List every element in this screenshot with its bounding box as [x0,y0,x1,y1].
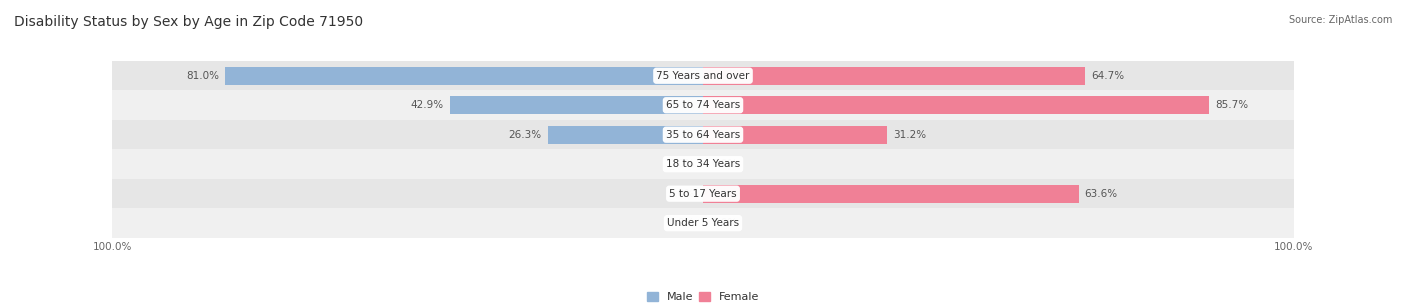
Text: 63.6%: 63.6% [1084,189,1118,199]
Bar [703,96,1209,114]
Bar [225,66,703,85]
Bar [703,66,1085,85]
Text: 5 to 17 Years: 5 to 17 Years [669,189,737,199]
Text: 35 to 64 Years: 35 to 64 Years [666,130,740,140]
Text: 75 Years and over: 75 Years and over [657,71,749,81]
Text: 0.0%: 0.0% [668,189,695,199]
Bar [112,149,1294,179]
Text: 0.0%: 0.0% [711,159,738,169]
Text: 85.7%: 85.7% [1215,100,1249,110]
Text: Source: ZipAtlas.com: Source: ZipAtlas.com [1288,15,1392,25]
Bar [450,96,703,114]
Bar [112,61,1294,91]
Text: 0.0%: 0.0% [668,159,695,169]
Text: 18 to 34 Years: 18 to 34 Years [666,159,740,169]
Text: 0.0%: 0.0% [711,218,738,228]
Text: Disability Status by Sex by Age in Zip Code 71950: Disability Status by Sex by Age in Zip C… [14,15,363,29]
Text: 64.7%: 64.7% [1091,71,1123,81]
Text: 42.9%: 42.9% [411,100,444,110]
Text: 31.2%: 31.2% [893,130,927,140]
Text: 81.0%: 81.0% [186,71,219,81]
Text: 26.3%: 26.3% [509,130,541,140]
Bar [703,185,1078,203]
Text: 65 to 74 Years: 65 to 74 Years [666,100,740,110]
Text: Under 5 Years: Under 5 Years [666,218,740,228]
Bar [548,126,703,144]
Bar [112,91,1294,120]
Bar [112,208,1294,238]
Legend: Male, Female: Male, Female [643,288,763,305]
Bar [703,126,887,144]
Text: 0.0%: 0.0% [668,218,695,228]
Bar [112,120,1294,149]
Bar [112,179,1294,208]
